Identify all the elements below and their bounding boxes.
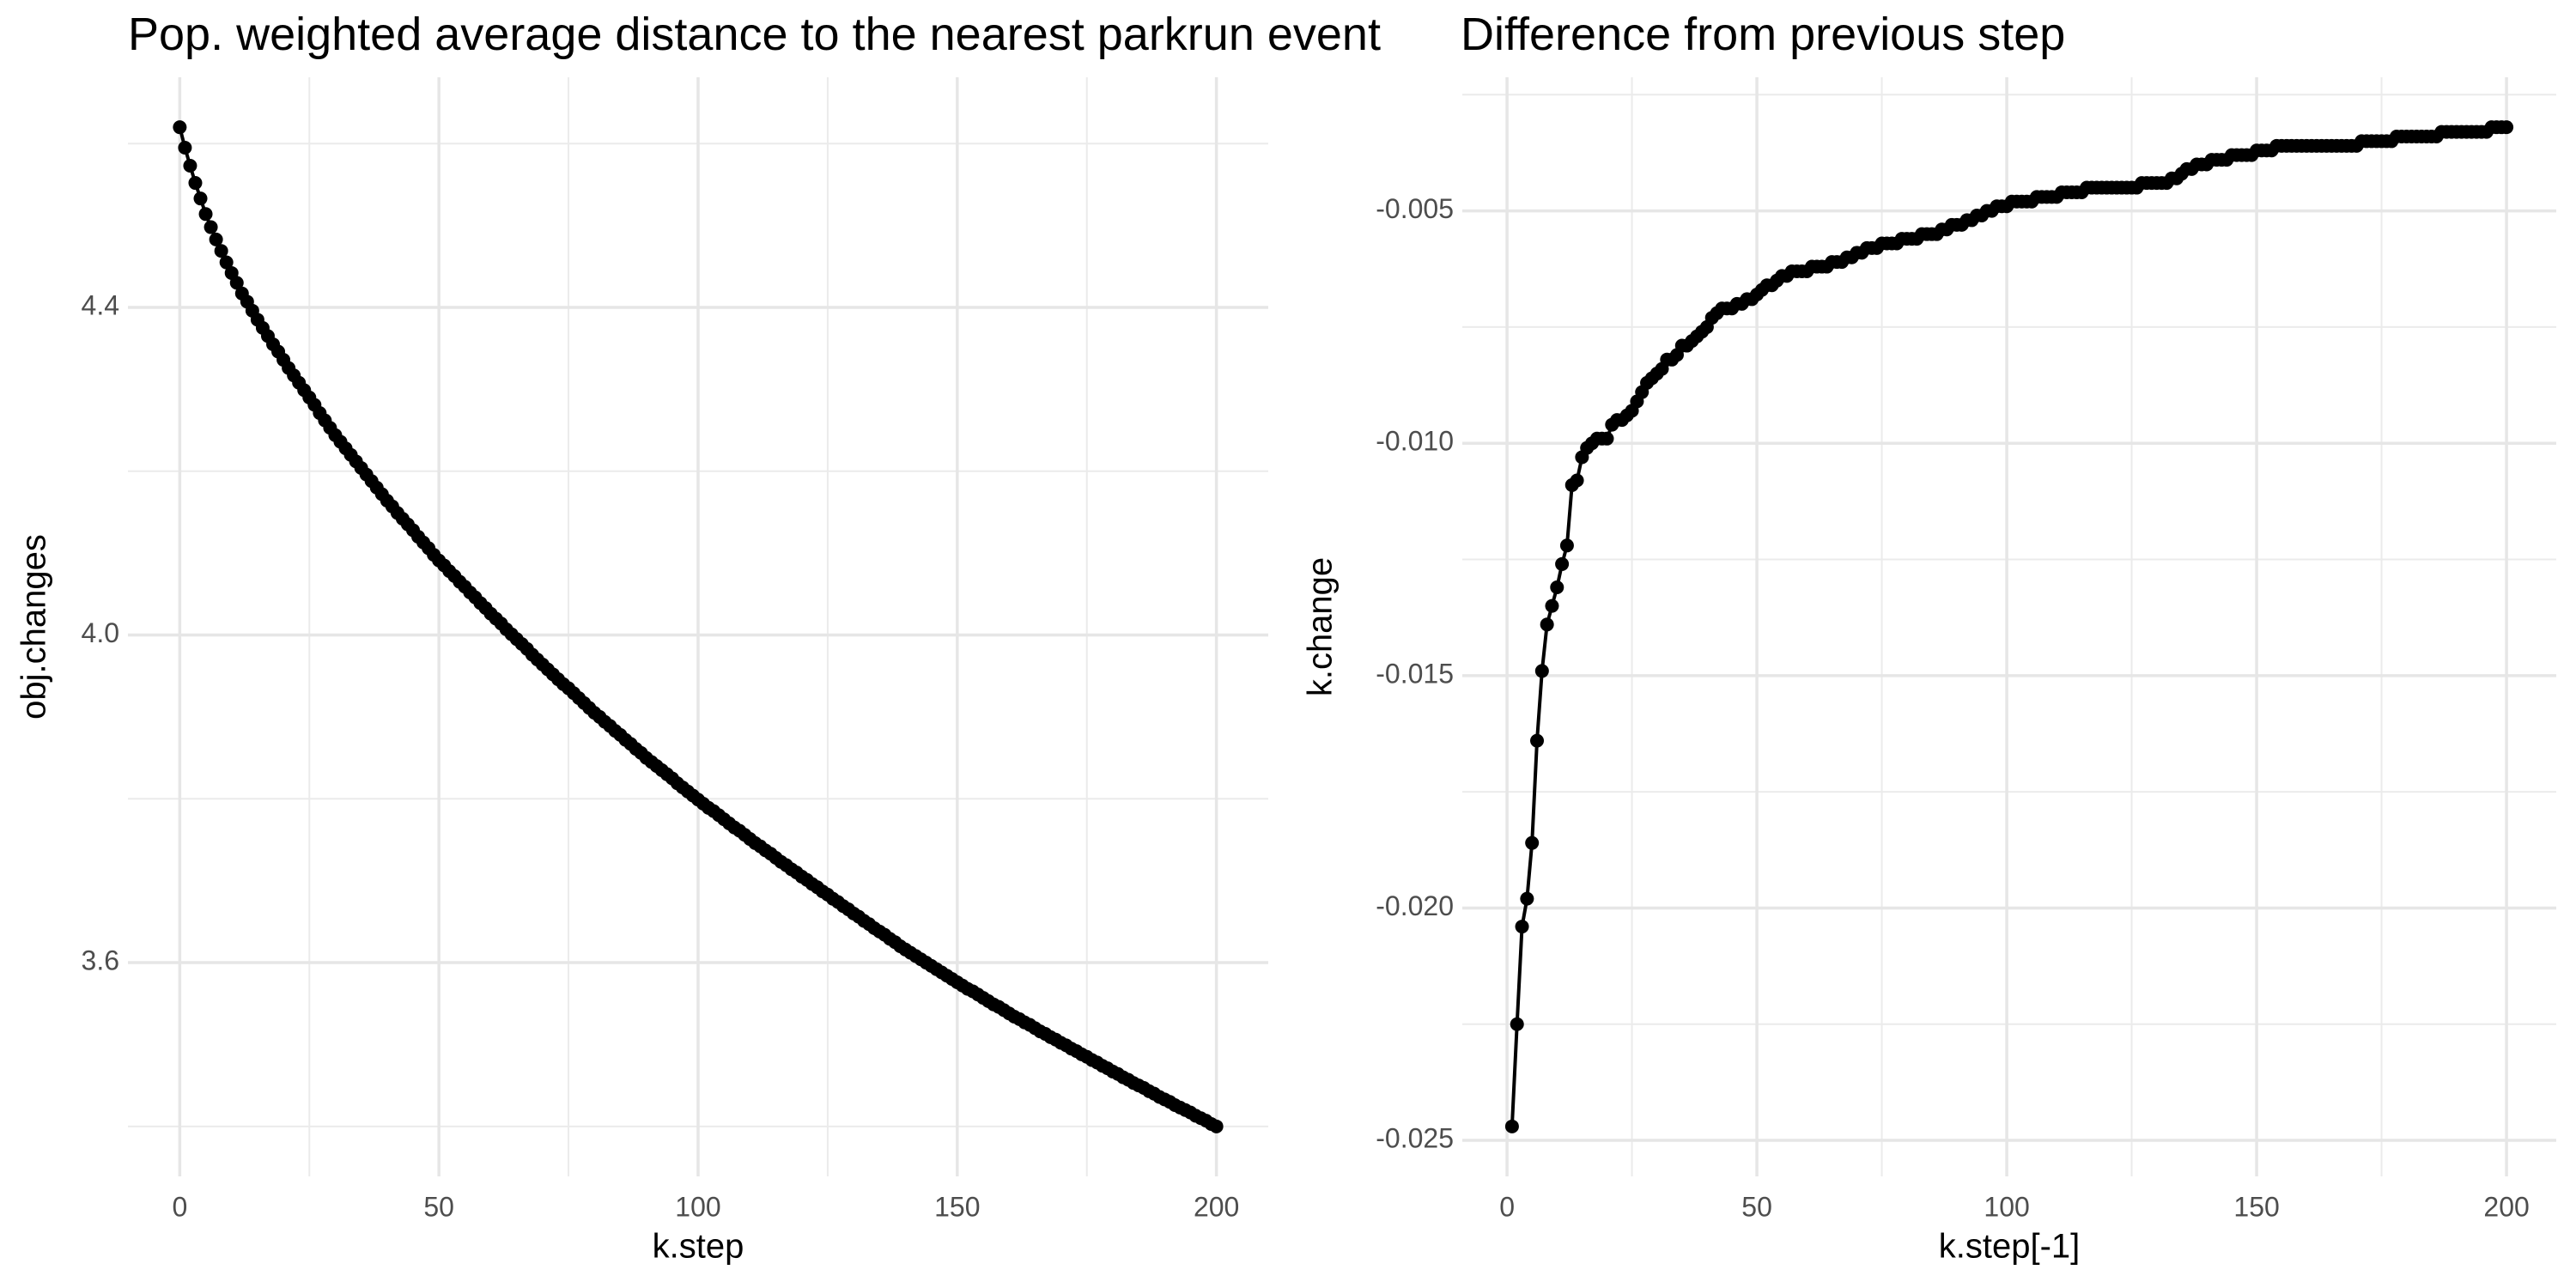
x-axis-title: k.step: [653, 1228, 744, 1266]
x-tick-label: 150: [934, 1191, 980, 1222]
data-point: [1510, 1017, 1524, 1031]
y-tick-label: -0.005: [1376, 193, 1454, 224]
data-point: [1534, 664, 1549, 678]
x-tick-label: 50: [1741, 1191, 1772, 1222]
x-tick-label: 0: [172, 1191, 187, 1222]
data-point: [214, 244, 228, 258]
data-point: [188, 176, 203, 191]
x-tick-label: 100: [675, 1191, 720, 1222]
y-tick-label: -0.015: [1376, 658, 1454, 689]
y-tick-label: -0.010: [1376, 426, 1454, 457]
data-point: [1555, 556, 1570, 571]
data-point: [1545, 598, 1559, 613]
chart-title: Pop. weighted average distance to the ne…: [128, 9, 1381, 60]
data-point: [1530, 733, 1545, 748]
x-tick-label: 200: [1194, 1191, 1239, 1222]
data-point: [178, 141, 192, 155]
y-tick-label: -0.025: [1376, 1123, 1454, 1154]
data-point: [1559, 538, 1574, 553]
data-point: [1515, 920, 1529, 934]
y-tick-label: 4.0: [82, 617, 119, 648]
data-line: [1510, 125, 2507, 1127]
x-tick-label: 50: [423, 1191, 454, 1222]
data-point: [209, 232, 223, 246]
data-point: [183, 159, 197, 173]
data-point: [1540, 617, 1554, 632]
data-point: [198, 207, 213, 222]
x-tick-label: 150: [2233, 1191, 2279, 1222]
y-tick-label: 3.6: [82, 945, 119, 976]
data-point: [193, 191, 208, 206]
panel: 0 50 100 150 200 3.6 4.0 4.4 Pop. weighted avera…: [15, 9, 1381, 1266]
data-point: [2500, 120, 2514, 135]
x-tick-label: 200: [2483, 1191, 2529, 1222]
data-point: [173, 120, 187, 135]
data-point: [1550, 580, 1564, 594]
data-point: [219, 255, 234, 270]
chart-title: Difference from previous step: [1461, 9, 2065, 60]
data-point: [204, 220, 218, 234]
data-point: [1520, 891, 1534, 906]
data-point: [1504, 1119, 1519, 1133]
x-tick-label: 0: [1499, 1191, 1515, 1222]
x-axis-title: k.step[-1]: [1939, 1228, 2081, 1266]
data-point: [1209, 1119, 1224, 1133]
data-point: [1570, 473, 1584, 488]
y-axis-title: k.change: [1302, 557, 1340, 696]
y-tick-label: -0.020: [1376, 890, 1454, 921]
data-point: [1600, 431, 1614, 446]
y-tick-label: 4.4: [82, 289, 119, 320]
y-axis-title: obj.changes: [15, 534, 53, 720]
x-tick-label: 100: [1984, 1191, 2029, 1222]
data-point: [1525, 835, 1540, 850]
data-point: [229, 276, 244, 290]
panel: 0 50 100 150 200 -0.025 -0.020 -0.015 -0.010 -0.0…: [1302, 9, 2556, 1266]
